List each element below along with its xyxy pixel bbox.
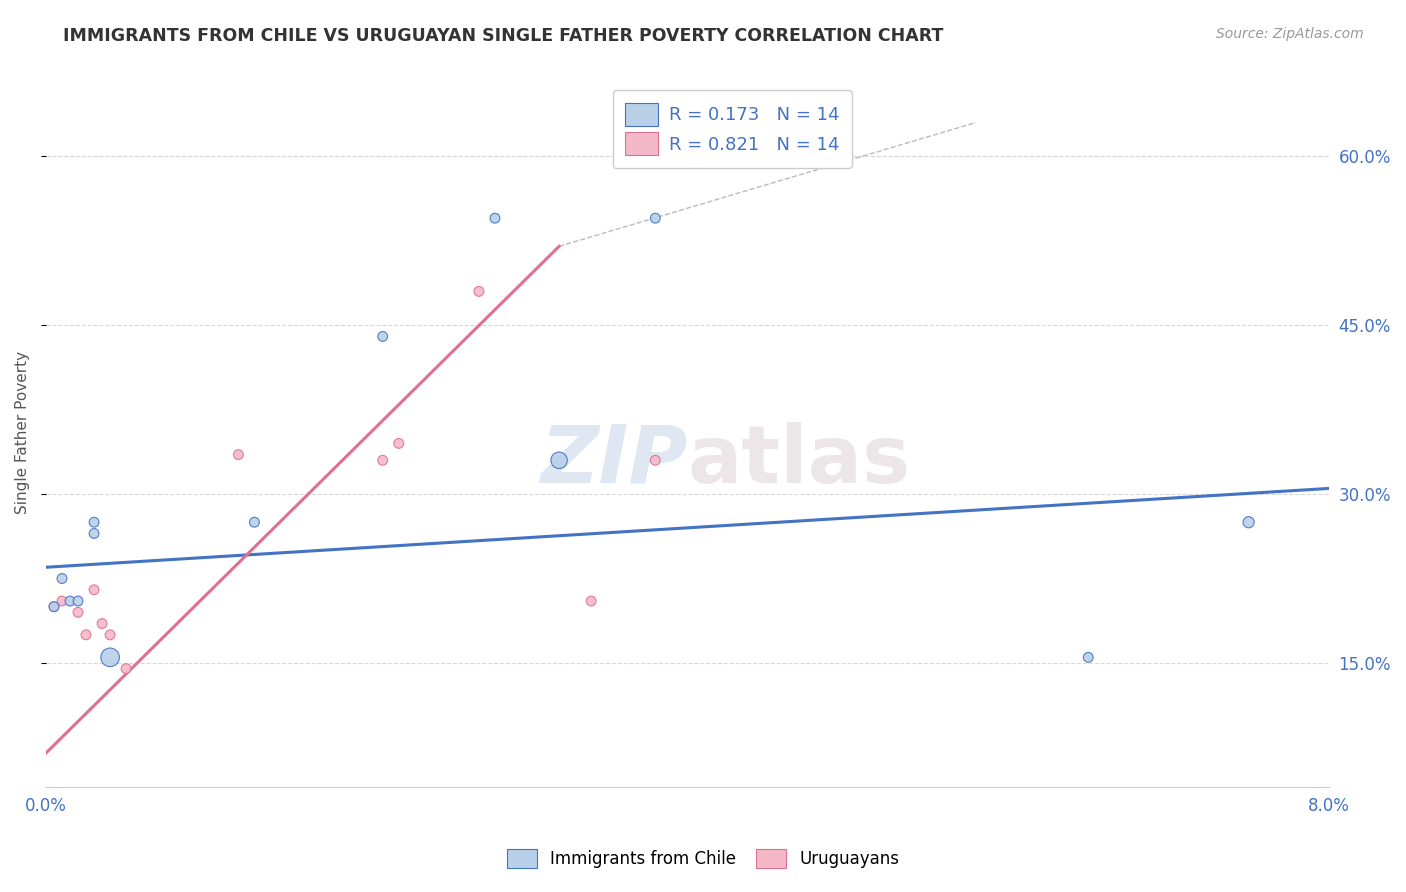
Text: Source: ZipAtlas.com: Source: ZipAtlas.com [1216,27,1364,41]
Point [644,211,666,226]
Legend: Immigrants from Chile, Uruguayans: Immigrants from Chile, Uruguayans [501,842,905,875]
Point [83,515,105,529]
Point [51,594,73,608]
Legend: R = 0.173   N = 14, R = 0.821   N = 14: R = 0.173 N = 14, R = 0.821 N = 14 [613,90,852,168]
Y-axis label: Single Father Poverty: Single Father Poverty [15,351,30,514]
Point [484,211,506,226]
Point [371,329,394,343]
Point [371,453,394,467]
Point [67,594,90,608]
Point [42,599,65,614]
Point [98,628,121,642]
Point [83,582,105,597]
Point [59,594,82,608]
Text: IMMIGRANTS FROM CHILE VS URUGUAYAN SINGLE FATHER POVERTY CORRELATION CHART: IMMIGRANTS FROM CHILE VS URUGUAYAN SINGL… [63,27,943,45]
Point [115,662,138,676]
Point [42,599,65,614]
Point [548,453,571,467]
Point [67,605,90,619]
Point [243,515,266,529]
Point [1237,515,1260,529]
Point [75,628,97,642]
Point [98,650,121,665]
Text: ZIP: ZIP [540,422,688,500]
Point [468,285,491,299]
Point [1077,650,1099,665]
Point [91,616,114,631]
Point [83,526,105,541]
Point [51,572,73,586]
Point [644,453,666,467]
Point [579,594,602,608]
Point [388,436,411,450]
Text: atlas: atlas [688,422,911,500]
Point [228,448,250,462]
